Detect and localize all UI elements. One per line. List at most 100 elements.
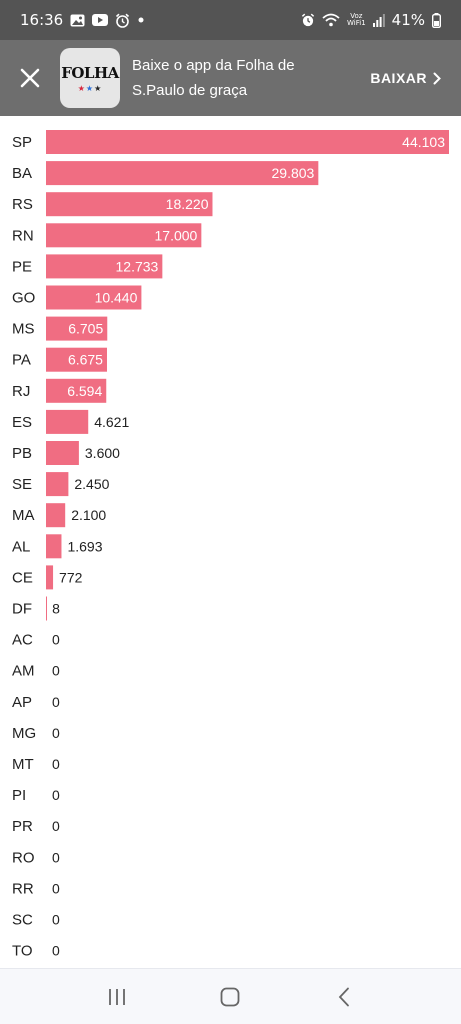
- category-label-sp: SP: [12, 134, 32, 151]
- logo-stars: ★★★: [77, 83, 103, 93]
- value-label-ms: 6.705: [68, 321, 103, 337]
- value-label-pi: 0: [52, 787, 60, 803]
- category-label-ro: RO: [12, 849, 35, 866]
- bar-df: [46, 596, 47, 621]
- value-label-sp: 44.103: [402, 134, 445, 150]
- value-label-rs: 18.220: [166, 196, 209, 212]
- bar-ba: [46, 161, 319, 186]
- status-left: 16:36: [20, 11, 145, 29]
- category-label-pe: PE: [12, 258, 32, 275]
- category-label-es: ES: [12, 414, 32, 431]
- bar-al: [46, 534, 62, 559]
- value-label-sc: 0: [52, 912, 60, 928]
- category-label-ce: CE: [12, 569, 33, 586]
- back-icon: [338, 987, 350, 1006]
- bar-es: [46, 409, 89, 434]
- value-label-mt: 0: [52, 756, 60, 772]
- home-icon: [221, 987, 240, 1006]
- value-label-ba: 29.803: [272, 165, 315, 181]
- system-nav-bar: [0, 968, 461, 1024]
- value-label-to: 0: [52, 943, 60, 959]
- category-label-am: AM: [12, 663, 35, 680]
- battery-percent: 41%: [391, 11, 425, 29]
- status-right: Voz WiFi1 41%: [301, 11, 441, 29]
- close-icon: [20, 68, 40, 88]
- bar-go: [46, 285, 142, 310]
- install-button-label: BAIXAR: [370, 70, 427, 86]
- value-label-pr: 0: [52, 818, 60, 834]
- bar-pe: [46, 254, 163, 279]
- category-label-rs: RS: [12, 196, 33, 213]
- category-label-mg: MG: [12, 725, 36, 742]
- recent-apps-icon: [108, 988, 125, 1005]
- bar-rj: [46, 378, 107, 403]
- value-label-go: 10.440: [95, 290, 138, 306]
- bar-rn: [46, 223, 202, 248]
- status-time: 16:36: [20, 11, 64, 29]
- category-label-rn: RN: [12, 227, 34, 244]
- value-label-ce: 772: [59, 569, 83, 585]
- bar-rs: [46, 192, 213, 217]
- value-label-rn: 17.000: [155, 227, 198, 243]
- category-label-rj: RJ: [12, 383, 30, 400]
- bar-pb: [46, 441, 79, 465]
- battery-icon: [432, 12, 441, 28]
- value-label-ro: 0: [52, 849, 60, 865]
- bar-ce: [46, 565, 54, 590]
- app-install-banner: FOLHA ★★★ Baixe o app da Folha de S.Paul…: [0, 40, 461, 116]
- signal-icon: [372, 13, 385, 27]
- wifi-calling-label: WiFi1: [347, 19, 366, 27]
- close-banner-button[interactable]: [0, 40, 60, 116]
- bar-pa: [46, 347, 107, 372]
- category-label-ma: MA: [12, 507, 35, 524]
- chevron-right-icon: [433, 72, 441, 84]
- install-app-button[interactable]: BAIXAR: [370, 70, 441, 86]
- back-button[interactable]: [324, 977, 364, 1017]
- bar-sp: [46, 130, 449, 154]
- bar-ma: [46, 503, 66, 528]
- category-label-df: DF: [12, 601, 32, 618]
- value-label-df: 8: [52, 601, 60, 617]
- value-label-pa: 6.675: [68, 352, 103, 368]
- value-label-se: 2.450: [74, 476, 109, 492]
- chart-svg: SP 44.103 BA 29.803 RS 18.220 RN 17.000 PE 12.733…: [12, 130, 449, 960]
- alarm-icon: [115, 13, 130, 28]
- bar-chart: SP 44.103 BA 29.803 RS 18.220 RN 17.000 PE 12.733…: [0, 120, 461, 968]
- value-label-pb: 3.600: [85, 445, 120, 461]
- voz-wifi-label: Voz WiFi1: [347, 13, 366, 27]
- category-label-rr: RR: [12, 880, 34, 897]
- value-label-mg: 0: [52, 725, 60, 741]
- voz-label: Voz: [350, 12, 363, 20]
- value-label-rr: 0: [52, 880, 60, 896]
- alarm-icon: [301, 13, 315, 27]
- recent-apps-button[interactable]: [97, 977, 137, 1017]
- category-label-pb: PB: [12, 445, 32, 462]
- category-label-to: TO: [12, 943, 33, 960]
- category-label-go: GO: [12, 290, 35, 307]
- banner-message: Baixe o app da Folha de S.Paulo de graça: [132, 57, 295, 99]
- category-label-ac: AC: [12, 632, 33, 649]
- value-label-rj: 6.594: [67, 383, 102, 399]
- category-label-pi: PI: [12, 787, 26, 804]
- category-label-mt: MT: [12, 756, 34, 773]
- gallery-icon: [70, 14, 85, 27]
- category-label-al: AL: [12, 538, 30, 555]
- category-label-ba: BA: [12, 165, 32, 182]
- category-label-se: SE: [12, 476, 32, 493]
- value-label-am: 0: [52, 663, 60, 679]
- category-label-ap: AP: [12, 694, 32, 711]
- app-logo: FOLHA ★★★: [60, 48, 120, 108]
- home-button[interactable]: [210, 977, 250, 1017]
- bar-se: [46, 472, 69, 497]
- value-label-ma: 2.100: [71, 507, 106, 523]
- dot-icon: [137, 16, 145, 24]
- category-label-pr: PR: [12, 818, 33, 835]
- youtube-icon: [92, 14, 109, 26]
- value-label-es: 4.621: [94, 414, 129, 430]
- logo-text: FOLHA: [61, 63, 119, 82]
- category-label-ms: MS: [12, 321, 35, 338]
- value-label-ac: 0: [52, 632, 60, 648]
- value-label-al: 1.693: [67, 538, 102, 554]
- value-label-ap: 0: [52, 694, 60, 710]
- category-label-sc: SC: [12, 912, 33, 929]
